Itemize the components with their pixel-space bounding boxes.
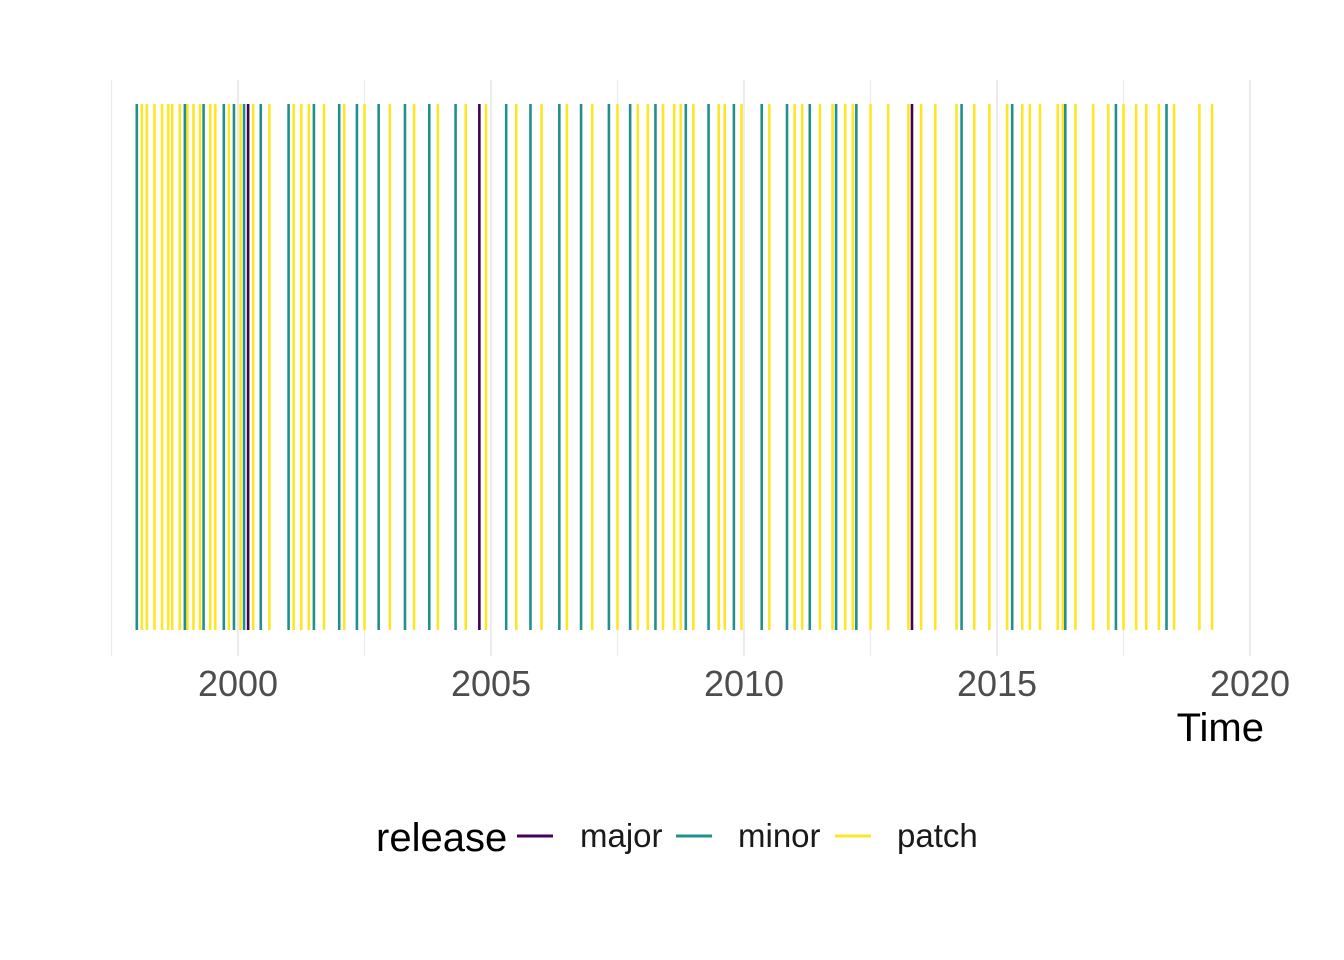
legend-label-minor: minor <box>738 817 821 854</box>
legend: release major minor patch <box>376 816 978 860</box>
x-tick-label: 2005 <box>451 663 531 704</box>
x-axis-ticks: 2000 2005 2010 2015 2020 <box>198 663 1290 704</box>
x-tick-label: 2010 <box>704 663 784 704</box>
x-tick-label: 2000 <box>198 663 278 704</box>
release-marks <box>135 104 1214 630</box>
legend-title: release <box>376 816 507 860</box>
legend-label-major: major <box>580 817 663 854</box>
legend-label-patch: patch <box>897 817 978 854</box>
x-axis-title: Time <box>1177 706 1264 750</box>
x-tick-label: 2015 <box>957 663 1037 704</box>
x-tick-label: 2020 <box>1210 663 1290 704</box>
